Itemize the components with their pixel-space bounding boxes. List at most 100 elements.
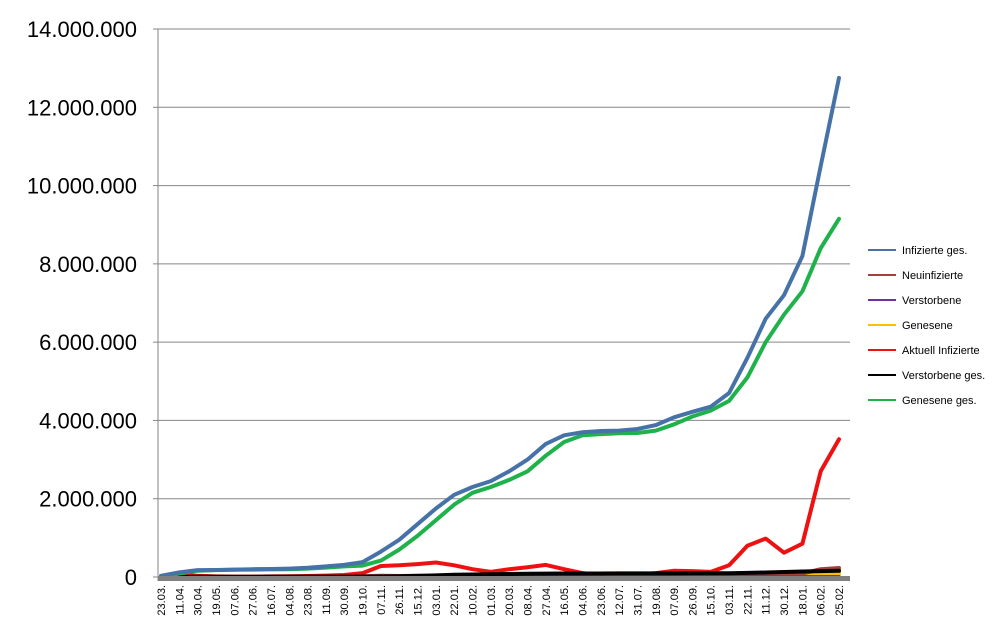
data-point bbox=[416, 534, 419, 538]
data-point bbox=[691, 410, 694, 413]
x-tick-label: 15.12. bbox=[413, 585, 425, 616]
data-point bbox=[636, 427, 639, 431]
data-point bbox=[581, 431, 584, 434]
data-point bbox=[764, 571, 767, 574]
x-tick-label: 27.06. bbox=[248, 585, 260, 616]
data-point bbox=[837, 569, 841, 572]
data-point bbox=[526, 458, 529, 461]
x-tick-label: 07.06. bbox=[229, 585, 241, 616]
y-tick-label: 0 bbox=[125, 565, 137, 590]
data-point bbox=[837, 566, 841, 570]
data-point bbox=[361, 560, 364, 564]
data-point bbox=[654, 572, 657, 575]
data-point bbox=[636, 431, 639, 435]
data-point bbox=[251, 568, 254, 571]
legend-label: Genesene bbox=[902, 320, 953, 332]
data-point bbox=[727, 572, 731, 575]
y-tick-label: 4.000.000 bbox=[39, 408, 137, 433]
data-point bbox=[691, 415, 694, 418]
x-tick-label: 11.04. bbox=[174, 585, 186, 615]
x-tick-label: 23.06. bbox=[596, 585, 608, 616]
x-tick-label: 30.09. bbox=[339, 585, 351, 616]
x-tick-label: 30.04. bbox=[193, 585, 205, 616]
data-point bbox=[764, 537, 767, 540]
data-point bbox=[654, 429, 657, 432]
x-tick-label: 15.10. bbox=[706, 585, 718, 616]
data-point bbox=[453, 573, 456, 576]
x-tick-label: 04.08. bbox=[284, 585, 296, 616]
data-point bbox=[306, 566, 309, 569]
data-point bbox=[361, 564, 364, 567]
data-point bbox=[746, 376, 749, 379]
data-point bbox=[672, 569, 676, 572]
x-tick-label: 16.05. bbox=[559, 585, 571, 616]
x-axis-tick-labels: 23.03. 11.04. 30.04. 19.05. 07.06. 27.06. 16.0… bbox=[156, 585, 846, 616]
series-line-4 bbox=[159, 437, 841, 579]
legend: Infizierte ges. Neuinfizierte Verstorbene G… bbox=[868, 245, 985, 407]
x-tick-label: 19.10. bbox=[358, 585, 370, 616]
x-axis bbox=[158, 576, 850, 581]
data-point bbox=[214, 568, 218, 572]
series-line-0 bbox=[159, 75, 841, 578]
data-point bbox=[379, 564, 383, 568]
x-tick-label: 23.08. bbox=[303, 585, 315, 616]
x-tick-label: 16.07. bbox=[266, 585, 278, 616]
data-point bbox=[416, 562, 419, 566]
x-tick-label: 25.02. bbox=[834, 585, 846, 616]
data-point bbox=[837, 572, 841, 575]
data-point bbox=[672, 423, 676, 426]
data-point bbox=[562, 572, 566, 575]
data-point bbox=[562, 440, 566, 444]
x-tick-label: 08.04. bbox=[522, 585, 534, 616]
data-point bbox=[801, 254, 804, 258]
data-point bbox=[544, 442, 547, 446]
data-point bbox=[398, 564, 401, 567]
x-tick-label: 07.11. bbox=[376, 585, 388, 615]
x-tick-label: 01.03. bbox=[486, 585, 498, 616]
data-point bbox=[636, 572, 639, 575]
data-point bbox=[654, 423, 657, 427]
data-point bbox=[581, 572, 584, 575]
data-point bbox=[508, 478, 511, 482]
data-point bbox=[672, 416, 676, 419]
y-tick-label: 6.000.000 bbox=[39, 330, 137, 355]
data-point bbox=[544, 563, 547, 567]
data-point bbox=[691, 572, 694, 575]
data-point bbox=[416, 523, 419, 526]
data-point bbox=[819, 164, 822, 168]
data-point bbox=[526, 572, 529, 575]
data-point bbox=[434, 507, 438, 510]
data-point bbox=[782, 294, 786, 297]
legend-label: Neuinfizierte bbox=[902, 270, 963, 282]
legend-label: Verstorbene bbox=[902, 295, 961, 307]
x-tick-label: 19.05. bbox=[211, 585, 223, 616]
data-point bbox=[324, 565, 328, 568]
data-point bbox=[196, 568, 199, 572]
data-point bbox=[434, 519, 438, 522]
data-point bbox=[288, 567, 291, 570]
data-point bbox=[801, 290, 804, 293]
data-point bbox=[581, 434, 584, 437]
x-tick-label: 04.06. bbox=[577, 585, 589, 616]
data-point bbox=[526, 566, 529, 569]
data-point bbox=[764, 340, 767, 344]
x-tick-label: 19.08. bbox=[651, 585, 663, 616]
x-tick-label: 23.03. bbox=[156, 585, 168, 616]
data-point bbox=[599, 432, 602, 436]
data-point bbox=[727, 564, 731, 567]
data-point bbox=[782, 551, 786, 554]
x-tick-label: 22.11. bbox=[742, 585, 754, 615]
data-point bbox=[617, 572, 621, 575]
data-point bbox=[508, 470, 511, 473]
data-point bbox=[709, 405, 712, 408]
x-tick-label: 06.02. bbox=[816, 585, 828, 616]
x-tick-label: 11.09. bbox=[321, 585, 333, 615]
series-line-6 bbox=[159, 216, 841, 579]
data-point bbox=[562, 434, 566, 437]
data-point bbox=[672, 572, 676, 575]
data-point bbox=[178, 571, 181, 574]
data-point bbox=[819, 470, 822, 473]
data-point bbox=[453, 493, 456, 496]
data-point bbox=[508, 572, 511, 576]
